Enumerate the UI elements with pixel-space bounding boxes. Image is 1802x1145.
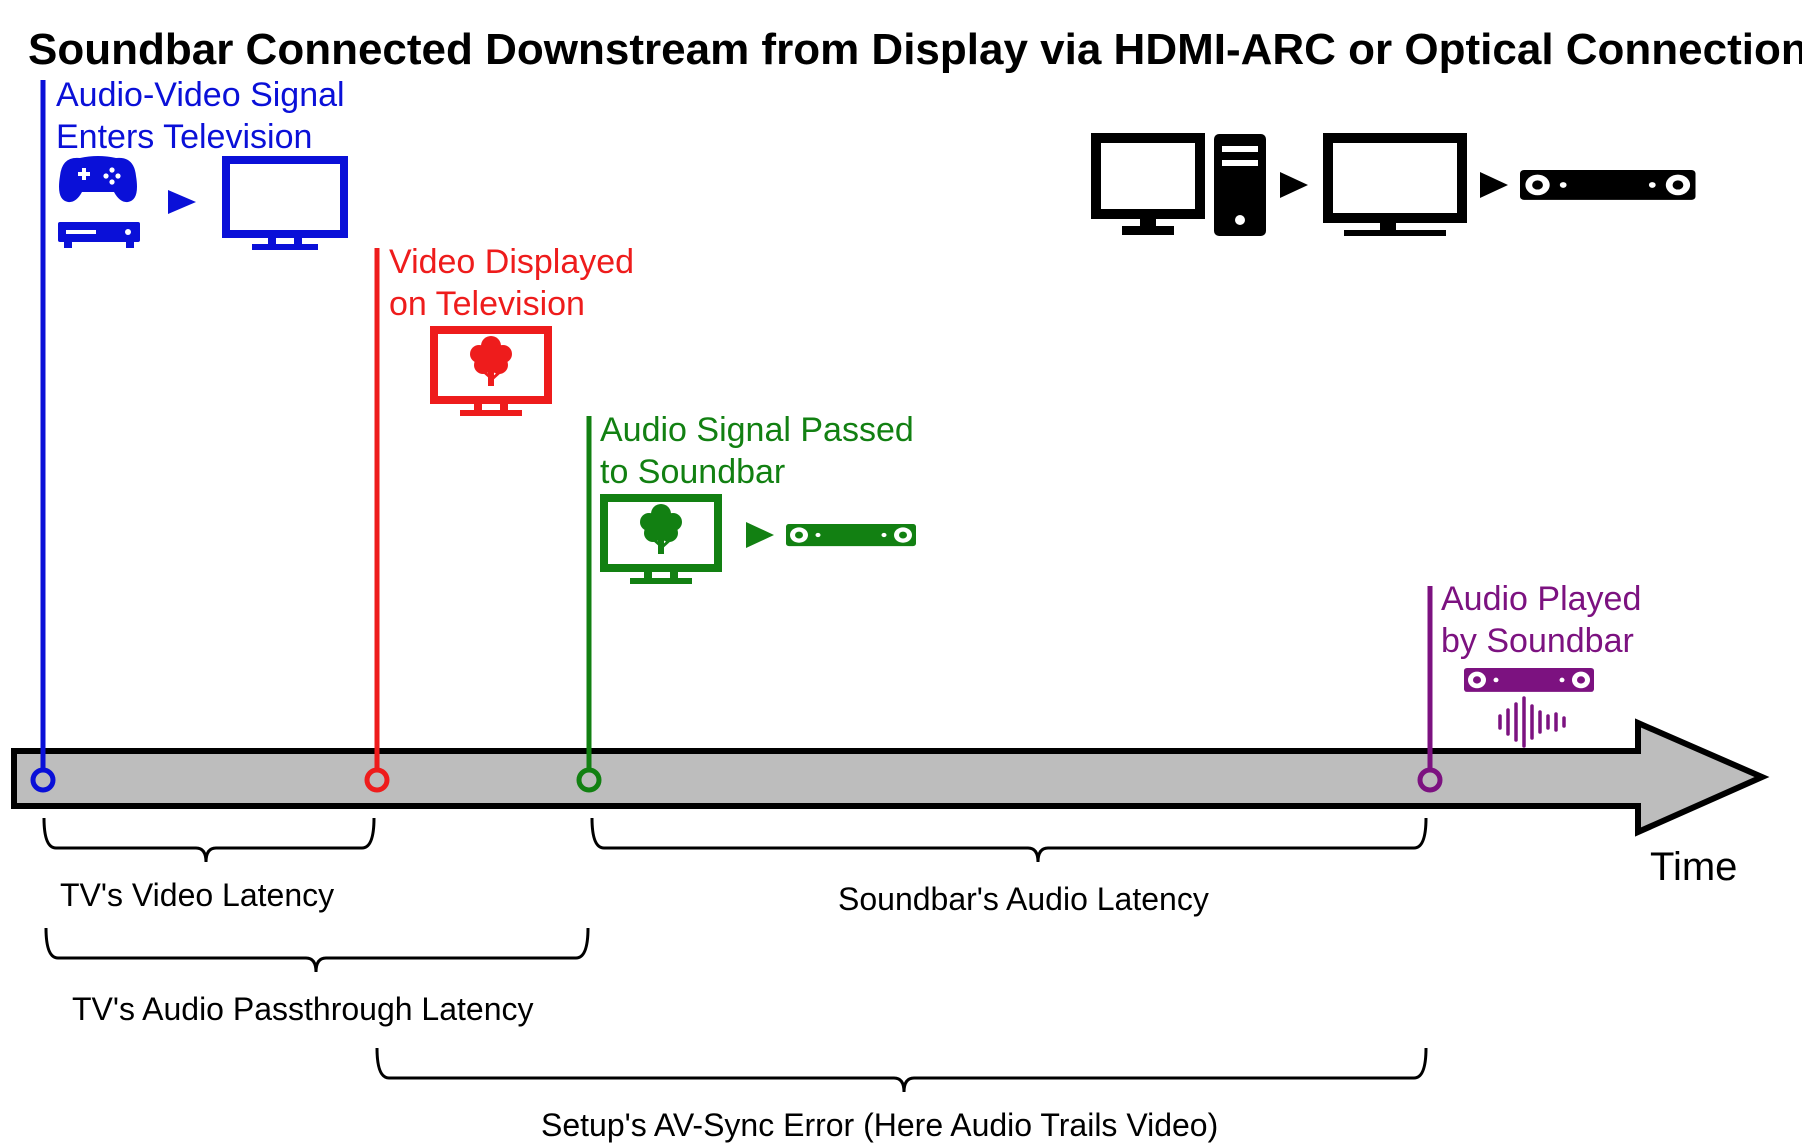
gamepad-icon xyxy=(59,156,137,203)
bracket-label: TV's Audio Passthrough Latency xyxy=(72,991,534,1027)
bracket-label: Soundbar's Audio Latency xyxy=(838,881,1209,917)
event-marker-purple xyxy=(1417,767,1443,793)
play-arrow-icon xyxy=(1280,172,1308,198)
play-arrow-icon xyxy=(1480,172,1508,198)
bracket-av-sync-error xyxy=(375,1047,1428,1093)
event-label-line1: Audio-Video Signal xyxy=(56,76,345,114)
event-label-line2: by Soundbar xyxy=(1441,622,1634,660)
legend-chain xyxy=(1091,133,1696,236)
event-audio-passed: Audio Signal Passed to Soundbar xyxy=(576,411,916,793)
event-label-line1: Video Displayed xyxy=(389,243,634,281)
event-audio-played: Audio Played by Soundbar xyxy=(1417,580,1641,793)
event-marker-green xyxy=(576,767,602,793)
play-arrow-icon xyxy=(168,190,196,214)
soundbar-icon xyxy=(1464,668,1594,692)
soundbar-icon xyxy=(786,524,916,547)
bracket-label: TV's Video Latency xyxy=(60,877,334,913)
event-label-line1: Audio Played xyxy=(1441,580,1641,618)
event-marker-red xyxy=(364,767,390,793)
event-marker-blue xyxy=(30,767,56,793)
pc-tower-icon xyxy=(1214,134,1266,236)
diagram-title: Soundbar Connected Downstream from Displ… xyxy=(28,25,1802,74)
monitor-icon xyxy=(1323,133,1467,236)
bracket-soundbar-audio-latency xyxy=(590,817,1428,863)
tv-tree-icon xyxy=(430,326,552,416)
settop-box-icon xyxy=(58,222,140,248)
event-label-line1: Audio Signal Passed xyxy=(600,411,914,449)
soundbar-icon xyxy=(1520,170,1696,200)
monitor-icon xyxy=(1091,133,1205,235)
event-label-line2: on Television xyxy=(389,285,585,323)
timeline-arrow xyxy=(11,718,1770,837)
event-label-line2: to Soundbar xyxy=(600,453,785,491)
time-axis-label: Time xyxy=(1650,845,1737,889)
tv-tree-icon xyxy=(600,494,722,584)
play-arrow-icon xyxy=(746,522,774,548)
bracket-tv-video-latency xyxy=(42,817,376,863)
tv-icon xyxy=(222,156,348,250)
bracket-tv-audio-passthrough-latency xyxy=(44,927,590,973)
bracket-label: Setup's AV-Sync Error (Here Audio Trails… xyxy=(541,1107,1218,1143)
event-signal-enters: Audio-Video Signal Enters Television xyxy=(30,76,348,793)
sound-wave-icon xyxy=(1498,696,1566,748)
event-video-displayed: Video Displayed on Television xyxy=(364,243,634,793)
event-label-line2: Enters Television xyxy=(56,118,312,156)
